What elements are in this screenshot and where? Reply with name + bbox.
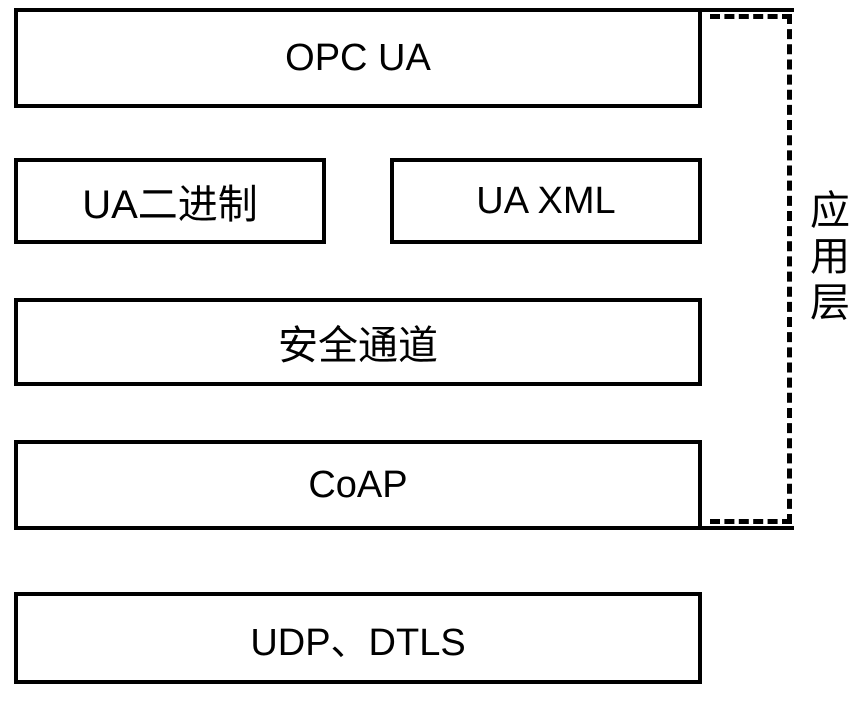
diagram-container: OPC UA UA二进制 UA XML 安全通道 CoAP UDP、DTLS 应… bbox=[10, 8, 852, 709]
box-ua-binary: UA二进制 bbox=[14, 158, 326, 244]
box-ua-binary-label: UA二进制 bbox=[82, 172, 258, 230]
box-coap: CoAP bbox=[14, 440, 702, 530]
box-ua-xml: UA XML bbox=[390, 158, 702, 244]
box-secure-channel: 安全通道 bbox=[14, 298, 702, 386]
box-udp-dtls-label: UDP、DTLS bbox=[250, 611, 465, 666]
box-opc-ua: OPC UA bbox=[14, 8, 702, 108]
bracket-top-solid bbox=[702, 8, 794, 12]
box-ua-xml-label: UA XML bbox=[476, 180, 615, 223]
application-layer-label: 应 用 层 bbox=[806, 188, 854, 326]
box-secure-channel-label: 安全通道 bbox=[278, 313, 438, 371]
label-char-3: 层 bbox=[810, 280, 850, 326]
label-char-1: 应 bbox=[810, 188, 850, 234]
box-udp-dtls: UDP、DTLS bbox=[14, 592, 702, 684]
label-char-2: 用 bbox=[810, 234, 850, 280]
bracket-bottom-solid bbox=[702, 526, 794, 530]
box-opc-ua-label: OPC UA bbox=[285, 37, 431, 80]
application-layer-bracket bbox=[710, 14, 792, 524]
box-coap-label: CoAP bbox=[308, 464, 407, 507]
